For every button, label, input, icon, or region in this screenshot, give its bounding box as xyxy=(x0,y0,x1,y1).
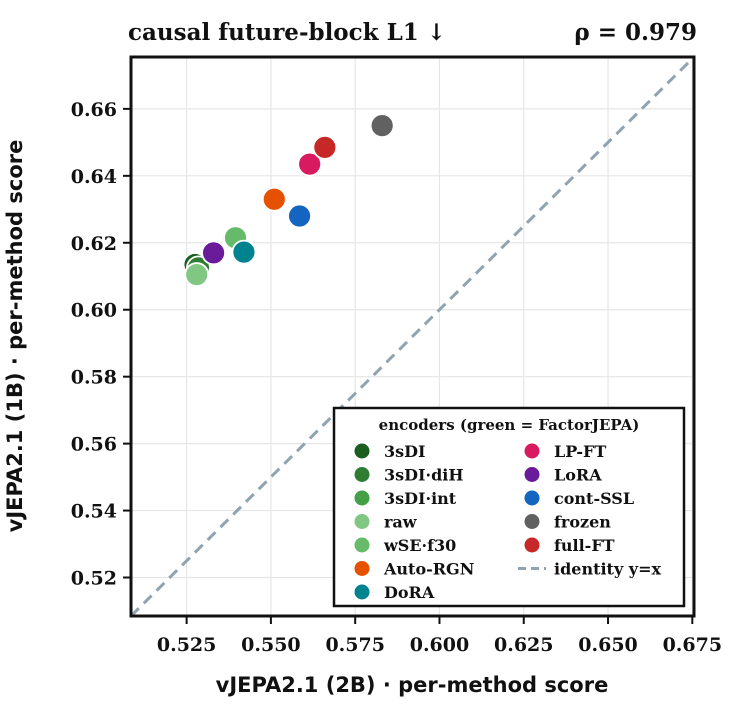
legend-label: 3sDI xyxy=(384,442,426,461)
x-tick-label: 0.550 xyxy=(241,634,301,656)
y-tick-label: 0.64 xyxy=(71,166,117,188)
point-LoRA xyxy=(201,240,226,266)
legend-label: full-FT xyxy=(554,536,615,555)
point-Auto-RGN xyxy=(261,186,287,212)
y-tick-label: 0.60 xyxy=(71,300,117,322)
legend-marker xyxy=(524,537,540,553)
x-axis-label: vJEPA2.1 (2B) · per-method score xyxy=(216,673,609,697)
y-tick-label: 0.52 xyxy=(71,568,117,590)
point-full-FT xyxy=(312,134,338,160)
legend-marker xyxy=(524,467,540,482)
x-tick-label: 0.650 xyxy=(578,634,638,656)
legend-marker xyxy=(524,443,540,459)
grid xyxy=(131,57,694,616)
y-tick-label: 0.62 xyxy=(71,233,117,255)
legend-marker xyxy=(354,490,370,506)
point-LP-FT xyxy=(297,151,323,177)
legend-marker xyxy=(354,537,370,553)
chart-title: causal future-block L1 ↓ xyxy=(128,19,446,46)
legend-marker xyxy=(524,490,540,506)
y-tick-label: 0.66 xyxy=(71,99,117,121)
y-axis-label: vJEPA2.1 (1B) · per-method score xyxy=(3,140,27,533)
axes-frame xyxy=(129,55,696,618)
legend-label: Auto-RGN xyxy=(383,560,474,579)
point-raw xyxy=(184,262,210,287)
x-tick-label: 0.600 xyxy=(410,634,470,656)
legend-label: raw xyxy=(384,513,418,532)
legend-label: 3sDI·int xyxy=(384,489,457,508)
legend-label: frozen xyxy=(554,513,611,532)
legend-marker xyxy=(354,561,370,576)
legend-label: LoRA xyxy=(554,466,602,485)
legend-label: 3sDI·diH xyxy=(384,466,463,485)
y-tick-label: 0.54 xyxy=(71,501,117,523)
legend-label: cont-SSL xyxy=(554,489,634,508)
y-tick-label: 0.56 xyxy=(71,434,117,456)
x-tick-label: 0.625 xyxy=(494,634,554,656)
legend-marker xyxy=(354,514,370,529)
chart-correlation-label: ρ = 0.979 xyxy=(574,19,697,46)
x-axis: 0.525 0.550 0.575 0.600 0.625 0.650 0.675 xyxy=(157,616,722,656)
point-DoRA xyxy=(231,239,257,265)
legend-label: identity y=x xyxy=(554,560,662,579)
legend-label: DoRA xyxy=(384,583,435,602)
legend-marker xyxy=(354,584,370,600)
y-axis: 0.52 0.54 0.56 0.58 0.60 0.62 0.64 0.66 xyxy=(71,99,131,590)
legend-title: encoders (green = FactorJEPA) xyxy=(379,416,640,434)
data-points xyxy=(182,113,395,287)
y-tick-label: 0.58 xyxy=(71,367,117,389)
legend-label: LP-FT xyxy=(554,442,606,461)
legend: encoders (green = FactorJEPA) 3sDI 3sDI·di… xyxy=(332,406,686,608)
identity-line xyxy=(129,55,696,618)
legend-marker xyxy=(524,514,540,529)
point-frozen xyxy=(369,113,395,139)
x-tick-label: 0.575 xyxy=(325,634,385,656)
legend-marker xyxy=(354,443,370,459)
legend-label: wSE·f30 xyxy=(383,536,456,555)
legend-box xyxy=(332,406,686,608)
x-tick-label: 0.525 xyxy=(157,634,217,656)
legend-marker xyxy=(354,467,370,482)
point-cont-SSL xyxy=(287,203,312,229)
x-tick-label: 0.675 xyxy=(663,634,723,656)
